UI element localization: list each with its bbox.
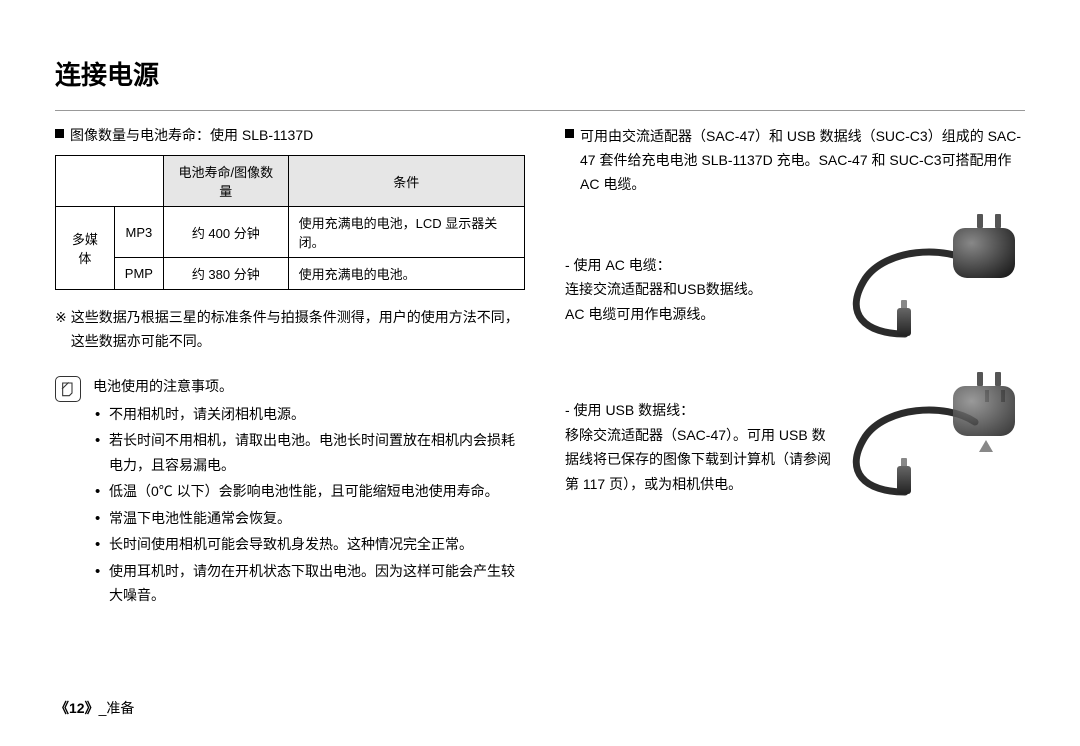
table-header-row: 电池寿命/图像数量 条件 [56,156,525,207]
usb-cable-text: - 使用 USB 数据线： 移除交流适配器（SAC-47）。可用 USB 数据线… [565,398,835,496]
ac-cable-body: 连接交流适配器和USB数据线。 AC 电缆可用作电源线。 [565,277,835,326]
table-cond-cell: 使用充满电的电池，LCD 显示器关闭。 [288,207,524,258]
usb-cable-block: - 使用 USB 数据线： 移除交流适配器（SAC-47）。可用 USB 数据线… [565,382,1025,512]
section-label: _准备 [99,700,135,716]
usb-plug-icon [897,466,911,494]
table-cond-cell: 使用充满电的电池。 [288,258,524,290]
usb-plug-icon [897,308,911,336]
square-bullet-icon [55,129,64,138]
ac-cable-label: - 使用 AC 电缆： [565,253,835,278]
two-column-layout: 图像数量与电池寿命：使用 SLB-1137D 电池寿命/图像数量 条件 多媒体 … [55,125,1025,610]
info-list-item: 若长时间不用相机，请取出电池。电池长时间置放在相机内会损耗电力，且容易漏电。 [93,428,525,477]
info-list-item: 长时间使用相机可能会导致机身发热。这种情况完全正常。 [93,532,525,557]
table-life-cell: 约 400 分钟 [163,207,288,258]
page-number: 《12》 [55,700,99,716]
left-heading-text: 图像数量与电池寿命：使用 SLB-1137D [70,125,313,145]
table-row: PMP 约 380 分钟 使用充满电的电池。 [56,258,525,290]
arrow-up-icon [977,438,995,456]
usb-cable-label: - 使用 USB 数据线： [565,398,835,423]
table-row: 多媒体 MP3 约 400 分钟 使用充满电的电池，LCD 显示器关闭。 [56,207,525,258]
right-heading-text: 可用由交流适配器（SAC-47）和 USB 数据线（SUC-C3）组成的 SAC… [580,125,1025,196]
usb-cable-illustration [835,382,1025,512]
table-mode-cell: PMP [114,258,163,290]
title-divider [55,110,1025,111]
info-block: 电池使用的注意事项。 不用相机时，请关闭相机电源。 若长时间不用相机，请取出电池… [55,376,525,610]
info-list-item: 使用耳机时，请勿在开机状态下取出电池。因为这样可能会产生较大噪音。 [93,559,525,608]
table-header-life: 电池寿命/图像数量 [163,156,288,207]
ac-cable-text: - 使用 AC 电缆： 连接交流适配器和USB数据线。 AC 电缆可用作电源线。 [565,253,835,327]
left-heading: 图像数量与电池寿命：使用 SLB-1137D [55,125,525,145]
info-list-item: 常温下电池性能通常会恢复。 [93,506,525,531]
right-heading: 可用由交流适配器（SAC-47）和 USB 数据线（SUC-C3）组成的 SAC… [565,125,1025,196]
square-bullet-icon [565,129,574,138]
battery-life-table: 电池寿命/图像数量 条件 多媒体 MP3 约 400 分钟 使用充满电的电池，L… [55,155,525,290]
page-title: 连接电源 [55,55,1025,92]
ac-cable-illustration [835,224,1025,354]
adapter-icon [953,228,1015,278]
table-mode-cell: MP3 [114,207,163,258]
info-list-item: 不用相机时，请关闭相机电源。 [93,402,525,427]
adapter-icon [953,386,1015,436]
table-group-cell: 多媒体 [56,207,115,290]
table-header-cond: 条件 [288,156,524,207]
info-content: 电池使用的注意事项。 不用相机时，请关闭相机电源。 若长时间不用相机，请取出电池… [93,376,525,610]
info-list-item: 低温（0℃ 以下）会影响电池性能，且可能缩短电池使用寿命。 [93,479,525,504]
adapter-prongs-icon [977,214,1001,228]
info-title: 电池使用的注意事项。 [93,376,525,396]
note-icon [55,376,81,402]
left-column: 图像数量与电池寿命：使用 SLB-1137D 电池寿命/图像数量 条件 多媒体 … [55,125,525,610]
right-column: 可用由交流适配器（SAC-47）和 USB 数据线（SUC-C3）组成的 SAC… [565,125,1025,610]
table-life-cell: 约 380 分钟 [163,258,288,290]
usb-cable-body: 移除交流适配器（SAC-47）。可用 USB 数据线将已保存的图像下载到计算机（… [565,423,835,497]
page-footer: 《12》_准备 [55,698,134,718]
note-text: ※ 这些数据乃根据三星的标准条件与拍摄条件测得，用户的使用方法不同，这些数据亦可… [55,306,525,354]
adapter-prongs-icon [977,372,1001,386]
note-mark-icon: ※ [55,306,67,354]
note-body: 这些数据乃根据三星的标准条件与拍摄条件测得，用户的使用方法不同，这些数据亦可能不… [71,306,525,354]
info-list: 不用相机时，请关闭相机电源。 若长时间不用相机，请取出电池。电池长时间置放在相机… [93,402,525,608]
ac-cable-block: - 使用 AC 电缆： 连接交流适配器和USB数据线。 AC 电缆可用作电源线。 [565,224,1025,354]
